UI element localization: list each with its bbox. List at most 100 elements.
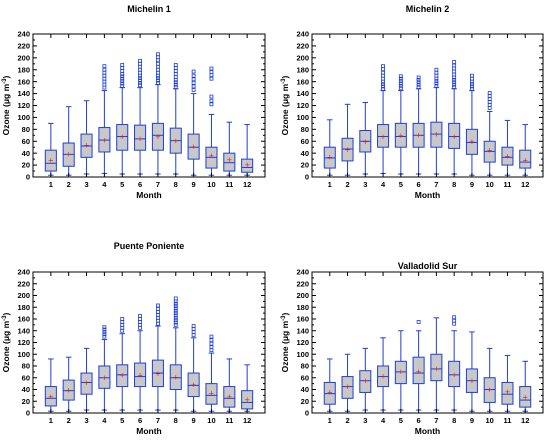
x-tick-label: 5 xyxy=(399,416,403,425)
x-tick-label: 7 xyxy=(156,180,160,189)
y-tick-label: 100 xyxy=(17,350,30,359)
y-tick-label: 100 xyxy=(17,113,30,122)
outlier-point xyxy=(173,308,178,313)
y-tick-label: 120 xyxy=(17,101,30,110)
box-6: + xyxy=(412,320,425,411)
y-axis-label-main: Ozone (μg m xyxy=(280,320,290,372)
outlier-point xyxy=(381,86,385,91)
outlier-point xyxy=(209,94,214,99)
box-iqr xyxy=(44,149,57,172)
y-tick-label: 200 xyxy=(296,291,309,300)
outlier-point xyxy=(191,77,196,82)
box-2: + xyxy=(62,356,75,412)
mean-marker: + xyxy=(48,393,54,401)
y-tick-label: 140 xyxy=(17,89,30,98)
y-tick-label: 0 xyxy=(305,173,309,182)
y-axis-label-main: Ozone (μg m xyxy=(1,320,11,372)
box-iqr xyxy=(465,128,478,155)
y-tick-label: 40 xyxy=(22,149,30,158)
box-iqr xyxy=(448,122,461,149)
outlier-point xyxy=(452,72,457,77)
x-tick-label: 10 xyxy=(486,416,494,425)
outlier-point xyxy=(173,296,178,301)
box-4: + xyxy=(98,325,111,411)
box-1: + xyxy=(323,358,336,412)
box-11: + xyxy=(223,121,236,176)
box-8: + xyxy=(448,60,461,175)
outlier-point xyxy=(173,80,178,85)
outlier-point xyxy=(156,70,160,75)
outlier-point xyxy=(191,80,196,85)
box-7: + xyxy=(151,52,164,175)
x-tick-label: 4 xyxy=(102,416,107,425)
box-5: + xyxy=(394,330,407,411)
outlier-point xyxy=(381,84,385,89)
outlier-point xyxy=(487,91,492,95)
mean-marker: + xyxy=(522,157,528,165)
mean-marker: + xyxy=(66,386,72,394)
y-tick-label: 240 xyxy=(17,268,30,277)
chart-title: Puente Poniente xyxy=(114,241,185,251)
y-tick-label: 20 xyxy=(22,397,30,406)
y-axis-label-superscript: -3 xyxy=(2,315,8,321)
box-5: + xyxy=(116,317,129,411)
chart-panel: Michelin 1 + + + + + + + + + + + +0 20 40 60 80 100 120 140… xyxy=(1,4,266,200)
outlier-point xyxy=(487,97,492,101)
y-axis-label-close: ) xyxy=(1,76,11,79)
outlier-point xyxy=(209,102,214,107)
mean-marker: + xyxy=(416,368,422,376)
box-3: + xyxy=(359,102,372,175)
box-4: + xyxy=(377,64,390,174)
y-tick-label: 160 xyxy=(17,77,30,86)
y-tick-label: 220 xyxy=(17,42,30,51)
outlier-point xyxy=(487,105,492,110)
y-axis-label-superscript: -3 xyxy=(2,78,8,84)
y-tick-label: 180 xyxy=(17,65,30,74)
box-iqr xyxy=(430,353,443,382)
outlier-point xyxy=(173,306,178,311)
y-tick-label: 20 xyxy=(301,397,309,406)
outlier-point xyxy=(470,84,474,89)
mean-marker: + xyxy=(137,135,143,143)
outlier-point xyxy=(381,70,385,75)
x-tick-label: 6 xyxy=(138,416,142,425)
x-axis-label: Month xyxy=(415,190,441,200)
x-tick-label: 12 xyxy=(521,416,529,425)
mean-marker: + xyxy=(209,389,215,397)
box-3: + xyxy=(80,100,93,175)
x-tick-label: 7 xyxy=(156,416,160,425)
box-12: + xyxy=(241,124,254,176)
outlier-point xyxy=(102,79,107,84)
outlier-point xyxy=(173,63,178,67)
outlier-point xyxy=(173,318,178,323)
y-tick-label: 240 xyxy=(296,30,309,39)
y-tick-label: 180 xyxy=(17,303,30,312)
x-tick-label: 1 xyxy=(49,180,53,189)
y-axis-label: Ozone (μg m-3) xyxy=(1,76,11,136)
outlier-point xyxy=(138,70,142,75)
chart-title: Michelin 2 xyxy=(406,4,450,14)
outlier-point xyxy=(120,81,125,86)
box-4: + xyxy=(98,64,111,174)
outlier-point xyxy=(398,86,403,91)
mean-marker: + xyxy=(469,138,475,146)
outlier-point xyxy=(120,83,125,88)
x-tick-label: 10 xyxy=(486,180,494,189)
outlier-point xyxy=(102,82,107,87)
outlier-point xyxy=(452,80,457,85)
x-tick-label: 4 xyxy=(381,180,386,189)
y-tick-label: 60 xyxy=(301,373,309,382)
box-iqr xyxy=(359,370,372,393)
x-tick-label: 10 xyxy=(207,416,215,425)
y-tick-label: 20 xyxy=(301,161,309,170)
outlier-point xyxy=(138,64,142,69)
outlier-point xyxy=(102,70,107,75)
y-tick-label: 120 xyxy=(17,338,30,347)
outlier-point xyxy=(138,61,142,66)
y-tick-label: 80 xyxy=(301,362,309,371)
box-7: + xyxy=(430,317,443,411)
outlier-point xyxy=(452,69,457,74)
box-11: + xyxy=(501,119,514,176)
outlier-point xyxy=(434,73,439,78)
outlier-point xyxy=(173,304,178,308)
